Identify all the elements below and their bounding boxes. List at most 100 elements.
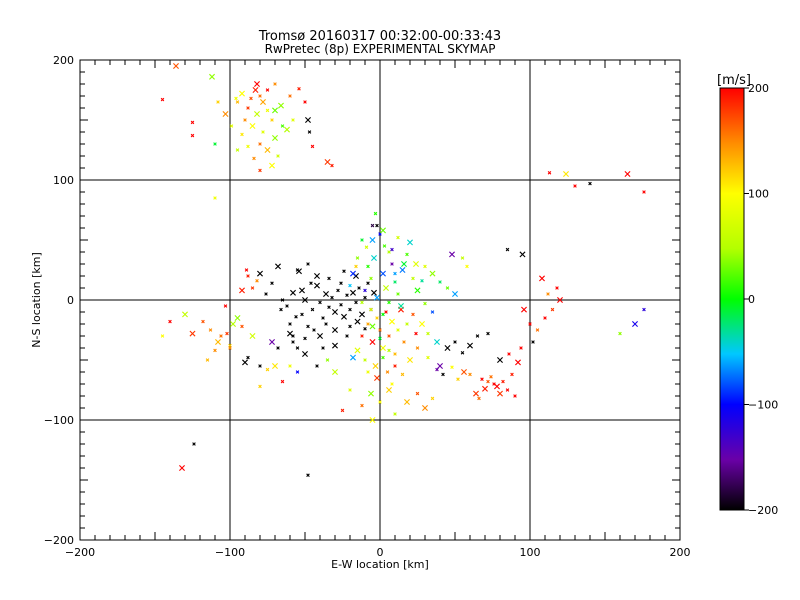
data-point bbox=[355, 256, 360, 260]
data-point bbox=[430, 396, 435, 401]
data-point bbox=[423, 301, 427, 306]
data-point bbox=[642, 190, 646, 194]
data-point bbox=[407, 357, 413, 363]
data-point bbox=[369, 339, 376, 345]
data-point bbox=[208, 328, 213, 332]
y-tick-label: 0 bbox=[67, 294, 74, 307]
data-point bbox=[216, 100, 220, 104]
data-point bbox=[272, 135, 278, 141]
data-point bbox=[399, 267, 406, 273]
data-point bbox=[239, 287, 245, 294]
data-point bbox=[444, 345, 451, 351]
data-point bbox=[288, 364, 292, 368]
data-point bbox=[398, 303, 404, 309]
data-point bbox=[213, 142, 217, 146]
data-point bbox=[400, 372, 405, 377]
data-point bbox=[291, 118, 295, 122]
data-point bbox=[450, 365, 454, 369]
data-point bbox=[276, 154, 280, 158]
data-point bbox=[279, 307, 283, 312]
data-point bbox=[632, 321, 638, 327]
data-point bbox=[414, 287, 421, 294]
colorbar-label: [m/s] bbox=[717, 73, 751, 88]
data-point bbox=[354, 318, 361, 325]
data-point bbox=[366, 370, 370, 374]
data-point bbox=[359, 311, 365, 318]
data-point bbox=[323, 291, 329, 297]
data-point bbox=[369, 323, 376, 330]
grid-lines bbox=[80, 60, 680, 540]
data-point bbox=[360, 300, 364, 305]
data-point bbox=[370, 223, 375, 228]
data-point bbox=[332, 327, 338, 333]
data-point bbox=[363, 295, 367, 300]
data-point bbox=[354, 347, 361, 354]
data-point bbox=[453, 340, 457, 344]
data-point bbox=[246, 274, 250, 278]
data-point bbox=[269, 162, 275, 169]
data-point bbox=[348, 388, 352, 392]
chart-subtitle: RwPretec (8p) EXPERIMENTAL SKYMAP bbox=[265, 42, 496, 56]
data-point bbox=[422, 405, 428, 411]
data-point bbox=[317, 333, 323, 339]
data-point bbox=[480, 377, 484, 381]
data-point bbox=[280, 124, 285, 128]
data-point bbox=[306, 324, 310, 329]
data-point bbox=[303, 336, 307, 341]
data-point bbox=[546, 292, 550, 296]
data-point bbox=[393, 412, 397, 416]
data-point bbox=[291, 334, 295, 338]
data-point bbox=[261, 130, 265, 134]
data-point bbox=[390, 382, 394, 386]
data-point bbox=[321, 316, 325, 320]
data-point bbox=[160, 334, 165, 338]
data-point bbox=[315, 364, 319, 368]
data-point bbox=[535, 328, 540, 332]
data-point bbox=[270, 281, 274, 285]
data-point bbox=[209, 73, 215, 80]
data-point bbox=[243, 118, 247, 122]
scatter-points bbox=[160, 63, 646, 477]
data-point bbox=[445, 286, 450, 290]
data-point bbox=[505, 388, 510, 392]
data-point bbox=[264, 147, 271, 153]
data-point bbox=[497, 357, 503, 363]
data-point bbox=[426, 331, 430, 336]
data-point bbox=[360, 334, 364, 338]
data-point bbox=[332, 309, 338, 315]
data-point bbox=[389, 318, 395, 325]
data-point bbox=[213, 348, 217, 353]
data-point bbox=[348, 307, 352, 312]
data-point bbox=[475, 334, 480, 338]
data-point bbox=[373, 211, 378, 216]
data-point bbox=[324, 322, 328, 326]
data-point bbox=[302, 351, 308, 357]
data-point bbox=[382, 244, 387, 248]
data-point bbox=[297, 87, 301, 91]
data-point bbox=[339, 281, 343, 285]
data-point bbox=[350, 289, 356, 296]
data-point bbox=[342, 269, 346, 273]
data-point bbox=[369, 417, 376, 423]
data-point bbox=[393, 271, 397, 276]
data-point bbox=[366, 264, 370, 269]
data-point bbox=[515, 359, 521, 366]
data-point bbox=[404, 399, 410, 405]
data-point bbox=[234, 96, 238, 101]
data-point bbox=[507, 352, 511, 356]
data-point bbox=[460, 351, 465, 355]
data-point bbox=[486, 331, 490, 336]
data-point bbox=[192, 442, 196, 446]
data-point bbox=[296, 268, 302, 275]
data-point bbox=[345, 334, 349, 338]
data-point bbox=[314, 282, 320, 289]
data-point bbox=[624, 171, 631, 177]
data-point bbox=[228, 346, 232, 350]
data-point bbox=[235, 100, 240, 104]
data-point bbox=[280, 298, 285, 302]
data-point bbox=[306, 262, 310, 266]
data-point bbox=[244, 268, 249, 272]
data-point bbox=[275, 263, 281, 270]
data-point bbox=[371, 255, 377, 261]
data-point bbox=[420, 279, 424, 283]
